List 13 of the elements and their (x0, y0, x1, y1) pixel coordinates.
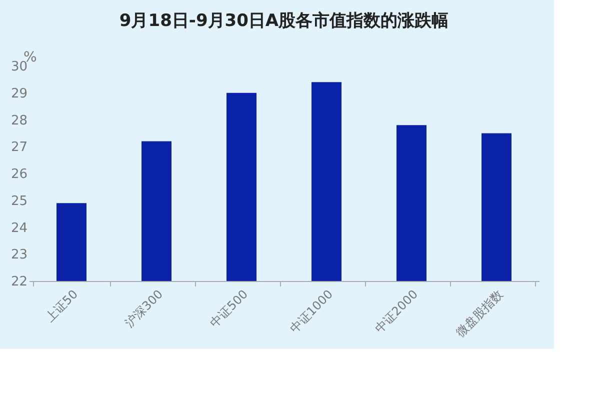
chart-title: 9月18日-9月30日A股各市值指数的涨跌幅 (119, 11, 449, 31)
y-tick-label: 22 (10, 274, 28, 290)
y-tick-label: 29 (10, 86, 28, 102)
y-tick-label: 27 (10, 140, 28, 156)
x-tick-label: 上证50 (42, 287, 80, 325)
x-tick-label: 沪深300 (122, 287, 166, 330)
y-tick-label: 23 (10, 248, 28, 263)
y-tick-label: 25 (10, 194, 28, 209)
y-tick-label: 30 (10, 60, 28, 74)
y-tick-label: 26 (10, 167, 28, 182)
y-tick-label: 24 (10, 220, 28, 236)
y-tick-label: 28 (10, 113, 28, 128)
x-tick-label: 微盘股指数 (453, 287, 506, 340)
